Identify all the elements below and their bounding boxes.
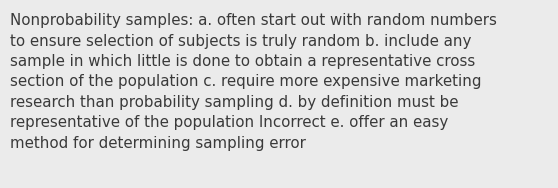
Text: Nonprobability samples: a. often start out with random numbers
to ensure selecti: Nonprobability samples: a. often start o…: [10, 13, 497, 151]
